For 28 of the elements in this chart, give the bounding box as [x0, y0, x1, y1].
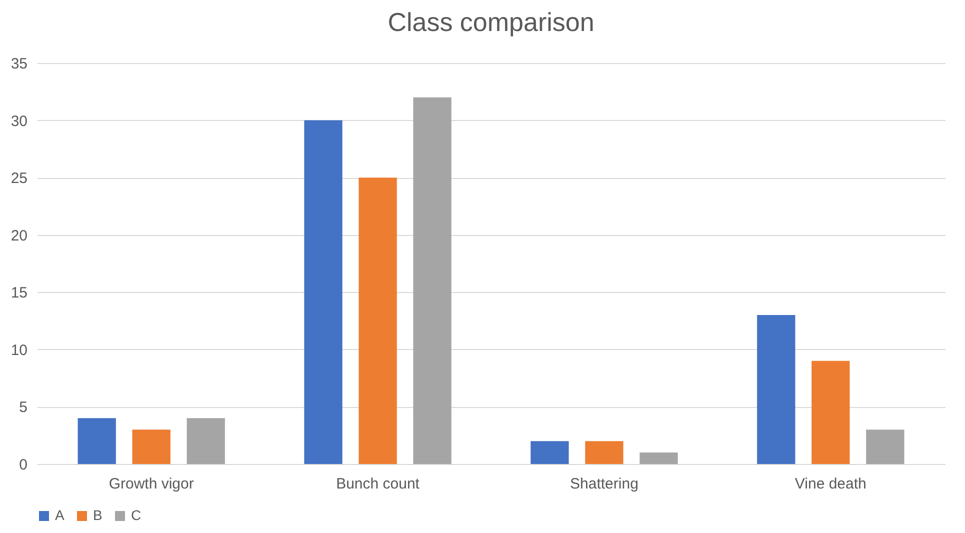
bar [132, 430, 170, 464]
x-tick-label: Vine death [794, 476, 866, 492]
bar [530, 441, 569, 464]
legend-label: A [55, 507, 65, 523]
y-tick-label: 5 [19, 399, 28, 416]
bar [304, 120, 342, 464]
bar [757, 315, 796, 464]
y-tick-label: 20 [10, 227, 28, 244]
chart-title: Class comparison [388, 7, 594, 37]
legend-label: B [93, 507, 102, 523]
x-tick-label: Shattering [570, 476, 638, 492]
bar [186, 418, 225, 464]
y-tick-label: 0 [19, 456, 28, 474]
y-tick-label: 35 [10, 56, 28, 72]
y-tick-label: 15 [10, 284, 28, 302]
bar [585, 441, 624, 464]
x-tick-label: Bunch count [336, 476, 420, 492]
x-tick-label: Growth vigor [108, 476, 194, 492]
bar [866, 430, 904, 464]
y-tick-label: 10 [10, 342, 28, 359]
bar [78, 418, 116, 464]
y-tick-label: 30 [10, 112, 28, 130]
bar [812, 360, 850, 464]
y-tick-label: 25 [10, 170, 28, 188]
bar [358, 178, 397, 464]
bar [640, 452, 678, 464]
bar [413, 97, 452, 464]
legend-label: C [131, 507, 142, 523]
